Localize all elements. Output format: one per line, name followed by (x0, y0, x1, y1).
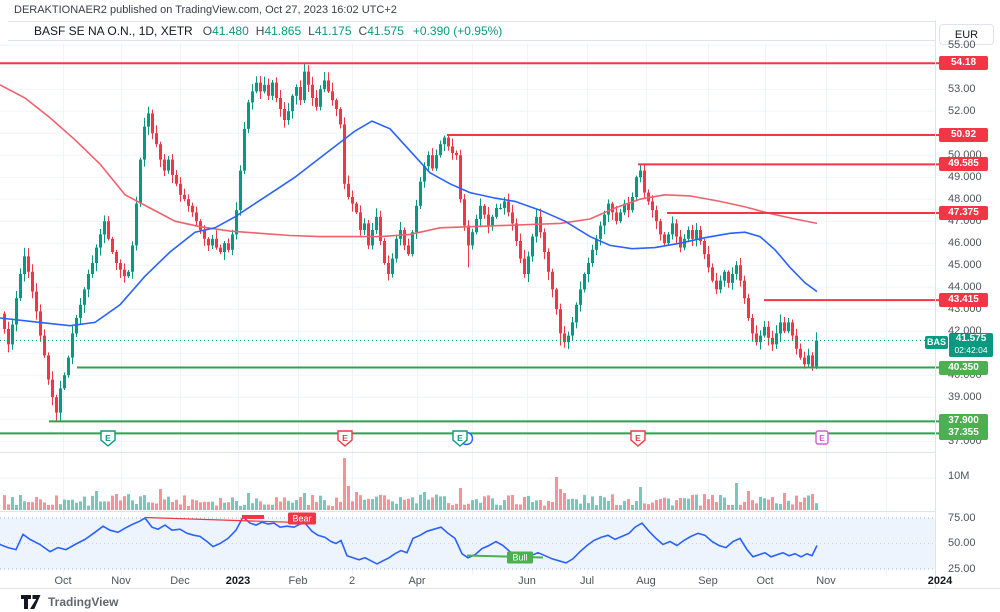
candlestick-series (3, 63, 818, 421)
price-level-label: 54.18 (939, 56, 988, 71)
rsi-band (0, 518, 935, 569)
time-axis-label: Sep (698, 575, 718, 587)
rsi-tick: 25.00 (948, 562, 976, 575)
last-price-symbol-badge: BAS (925, 336, 948, 349)
price-tick: 39.000 (948, 390, 982, 403)
price-tick: 52.00 (948, 104, 976, 117)
price-level-label: 40.350 (939, 360, 988, 375)
svg-text:E: E (819, 433, 825, 443)
rsi-tick: 50.00 (948, 537, 976, 549)
svg-text:E: E (457, 433, 463, 443)
ohlc-low: L41.175 (308, 24, 352, 38)
price-tick: 45.000 (948, 258, 982, 271)
ohlc-close: C41.575 (358, 24, 404, 38)
time-axis-label: Oct (756, 575, 774, 587)
earnings-icon[interactable]: E (815, 430, 829, 445)
last-price-value: 41.575 (955, 333, 987, 344)
time-axis-label: Apr (408, 575, 426, 587)
symbol-legend: BASF SE NA O.N., 1D, XETR O41.480 H41.86… (8, 21, 935, 41)
bull-label[interactable] (507, 551, 533, 564)
time-axis-label: Jun (518, 575, 536, 587)
ma-50-line[interactable] (0, 120, 818, 327)
earnings-icon[interactable]: E (452, 430, 474, 447)
price-tick: 42.000 (948, 324, 982, 337)
tradingview-logo-icon[interactable] (20, 594, 42, 610)
symbol-title: BASF SE NA O.N., 1D, XETR (34, 24, 193, 38)
svg-text:Bull: Bull (512, 553, 527, 563)
bear-label[interactable] (288, 512, 316, 525)
time-axis-label: 2 (348, 575, 356, 587)
price-level-label: 49.585 (939, 157, 988, 172)
price-tick: 53.00 (948, 82, 976, 95)
svg-text:Bear: Bear (292, 514, 311, 524)
earnings-icon[interactable]: E (630, 430, 646, 447)
tradingview-logo-text[interactable]: TradingView (48, 595, 119, 609)
price-tick: 55.00 (948, 38, 976, 51)
publish-attribution: DERAKTIONAER2 published on TradingView.c… (14, 4, 397, 16)
bar-countdown: 02:42:04 (954, 345, 988, 355)
earnings-icon[interactable]: E (100, 430, 116, 447)
time-axis-label: Jul (579, 575, 595, 587)
price-tick: 49.000 (948, 170, 982, 183)
price-tick: 46.000 (948, 236, 982, 249)
volume-pane (3, 458, 818, 510)
time-axis-label: 2023 (225, 575, 251, 587)
price-level-label: 43.415 (939, 293, 988, 308)
price-level-label: 37.355 (939, 426, 988, 441)
currency-button[interactable]: EUR (939, 24, 994, 45)
price-tick: 44.000 (948, 280, 982, 293)
earnings-icon[interactable]: E (337, 430, 353, 447)
ma-200-line[interactable] (0, 84, 818, 238)
time-axis-label: Feb (288, 575, 308, 587)
svg-text:E: E (105, 433, 111, 443)
time-axis-label: Aug (636, 575, 656, 587)
volume-axis-tick: 10M (948, 470, 970, 482)
svg-text:E: E (342, 433, 348, 443)
price-level-label: 47.375 (939, 205, 988, 220)
bear-divergence-line[interactable] (144, 516, 299, 524)
ohlc-open: O41.480 (202, 24, 249, 38)
price-tick: 48.000 (948, 192, 982, 205)
rsi-tick: 75.00 (948, 511, 976, 524)
last-price-label: 41.575 02:42:04 (949, 333, 993, 357)
rsi-line[interactable] (0, 515, 818, 565)
price-level-label: 37.900 (939, 414, 988, 429)
time-axis-label: Oct (54, 575, 72, 587)
time-axis-label: 2024 (927, 575, 953, 587)
change-value: +0.390 (+0.95%) (412, 24, 503, 38)
time-axis-label: Nov (816, 575, 836, 587)
time-axis-label: Dec (170, 575, 190, 587)
ohlc-high: H41.865 (255, 24, 302, 38)
time-axis-label: Nov (111, 575, 131, 587)
price-level-label: 50.92 (939, 127, 988, 142)
svg-text:E: E (635, 433, 641, 443)
footer: TradingView (20, 594, 118, 610)
